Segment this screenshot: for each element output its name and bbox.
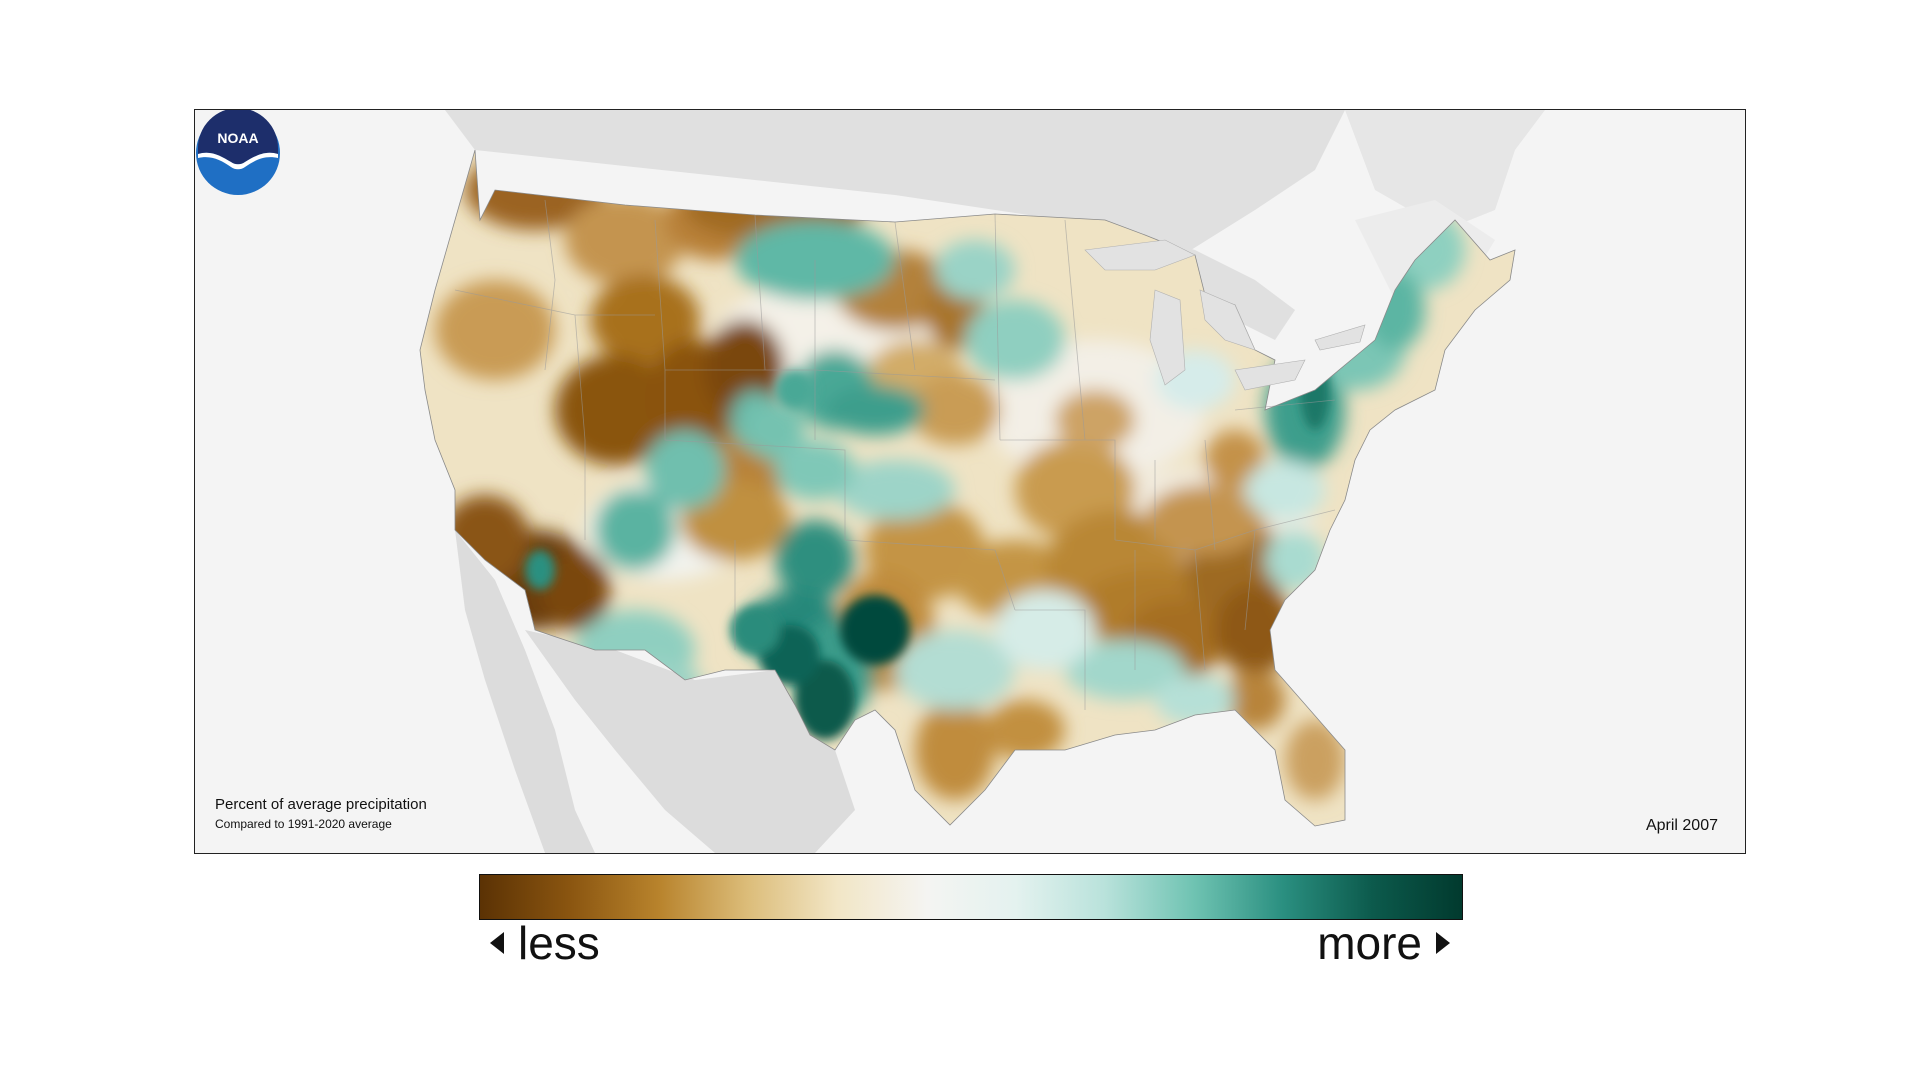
great-lakes	[1084, 239, 1366, 391]
arrow-right-icon	[1436, 932, 1450, 954]
precipitation-map: Percent of average precipitation Compare…	[194, 109, 1746, 854]
caption-subtitle: Compared to 1991-2020 average	[215, 817, 392, 831]
legend-more-label: more	[1317, 917, 1422, 969]
legend-colorbar	[479, 874, 1463, 920]
caption-title: Percent of average precipitation	[215, 796, 427, 813]
noaa-logo: NOAA	[196, 110, 280, 195]
arrow-left-icon	[490, 932, 504, 954]
legend-less: less	[490, 916, 600, 970]
date-label: April 2007	[1645, 817, 1718, 834]
state-boundaries	[454, 199, 1336, 710]
legend-more: more	[1317, 916, 1450, 970]
noaa-logo-text: NOAA	[217, 130, 258, 146]
us-map-svg	[419, 110, 1545, 853]
legend-less-label: less	[518, 917, 600, 969]
